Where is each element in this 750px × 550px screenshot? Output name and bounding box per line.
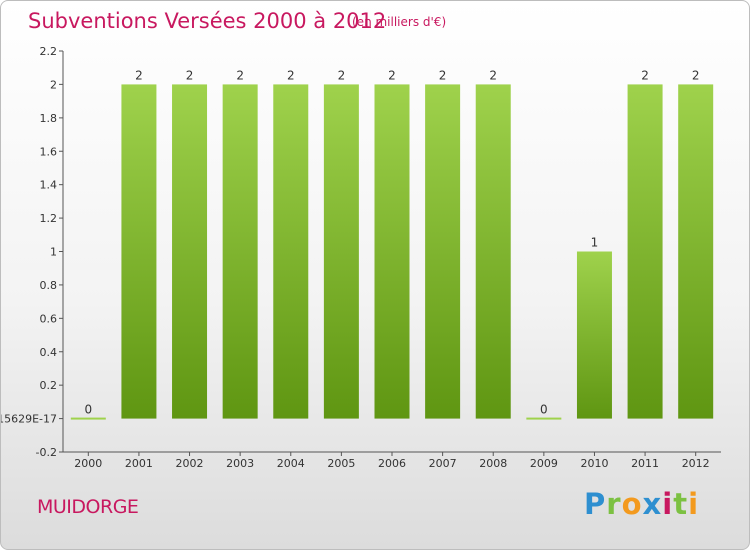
logo-letter: i [688,487,700,521]
x-tick-label: 2003 [226,457,254,470]
x-tick-label: 2009 [530,457,558,470]
y-tick-label: 0.6 [40,312,58,325]
data-label: 2 [439,68,447,82]
bar [70,417,106,420]
chart-title: Subventions Versées 2000 à 2012 [28,9,387,33]
x-tick-label: 2005 [327,457,355,470]
bar [172,84,208,419]
proxiti-logo: Proxiti [584,487,699,521]
logo-letter: i [662,487,674,521]
data-label: 2 [135,68,143,82]
data-label: 2 [489,68,497,82]
y-tick-label: 1.4 [40,179,58,192]
y-tick-label: 1 [50,246,57,259]
y-tick-label: 0.4 [40,346,58,359]
x-tick-label: 2011 [631,457,659,470]
y-tick-label: 2 [50,78,57,91]
x-tick-label: 2010 [580,457,608,470]
bar [475,84,511,419]
y-tick-label: 0.2 [40,379,58,392]
data-label: 2 [338,68,346,82]
bar [627,84,663,419]
x-tick-label: 2004 [277,457,305,470]
bar [526,417,562,420]
bar [323,84,359,419]
y-tick-label: 2.2 [40,45,58,58]
bar [273,84,309,419]
x-tick-label: 2008 [479,457,507,470]
logo-letter: x [642,487,663,521]
logo-letter: t [673,487,689,521]
x-tick-label: 2006 [378,457,406,470]
y-tick-label: -1.15629E-17 [1,413,57,426]
logo-letter: r [606,487,622,521]
bar [425,84,461,419]
bar [374,84,410,419]
y-tick-label: 0.8 [40,279,58,292]
x-tick-label: 2002 [176,457,204,470]
logo-letter: o [621,487,643,521]
data-label: 0 [540,403,548,417]
y-tick-label: 1.6 [40,145,58,158]
commune-name: MUIDORGE [37,496,139,518]
x-tick-label: 2012 [682,457,710,470]
x-tick-label: 2007 [429,457,457,470]
y-tick-label: -0.2 [36,446,57,459]
y-tick-label: 1.2 [40,212,58,225]
y-tick-label: 1.8 [40,112,58,125]
data-label: 2 [692,68,700,82]
x-tick-label: 2001 [125,457,153,470]
bar [222,84,258,419]
data-label: 2 [186,68,194,82]
chart-unit: (en milliers d'€) [352,15,447,29]
bar [121,84,157,419]
data-label: 2 [641,68,649,82]
data-label: 2 [388,68,396,82]
x-tick-label: 2000 [74,457,102,470]
data-label: 2 [236,68,244,82]
data-label: 2 [287,68,295,82]
logo-letter: P [584,487,607,521]
data-label: 1 [591,236,599,250]
bar [678,84,714,419]
data-label: 0 [84,403,92,417]
bar [576,251,612,419]
